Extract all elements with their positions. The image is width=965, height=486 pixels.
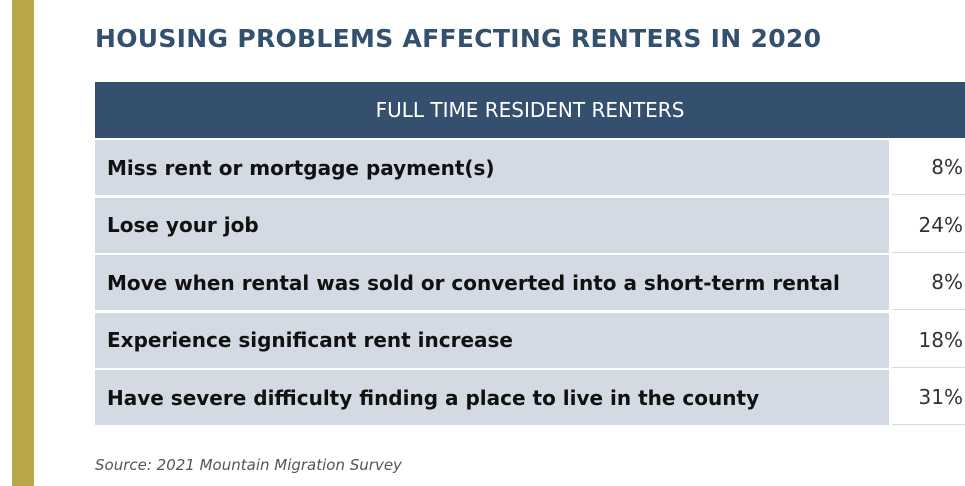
source: Source: 2021 Mountain Migration Survey	[95, 456, 402, 474]
title: HOUSING PROBLEMS AFFECTING RENTERS IN 20…	[95, 24, 822, 53]
row-label: Experience significant rent increase	[95, 312, 889, 368]
row-label: Have severe difficulty finding a place t…	[95, 370, 889, 425]
row-label: Move when rental was sold or converted i…	[95, 255, 889, 310]
row-value: 31%	[892, 370, 965, 425]
row-label: Lose your job	[95, 197, 889, 253]
row-label: Miss rent or mortgage payment(s)	[95, 140, 889, 195]
row-value: 18%	[892, 312, 965, 368]
row-value: 24%	[892, 197, 965, 253]
row-value: 8%	[892, 255, 965, 310]
row-value: 8%	[892, 140, 965, 195]
table-heading: FULL TIME RESIDENT RENTERS	[95, 82, 965, 138]
accent-bar	[12, 0, 34, 486]
